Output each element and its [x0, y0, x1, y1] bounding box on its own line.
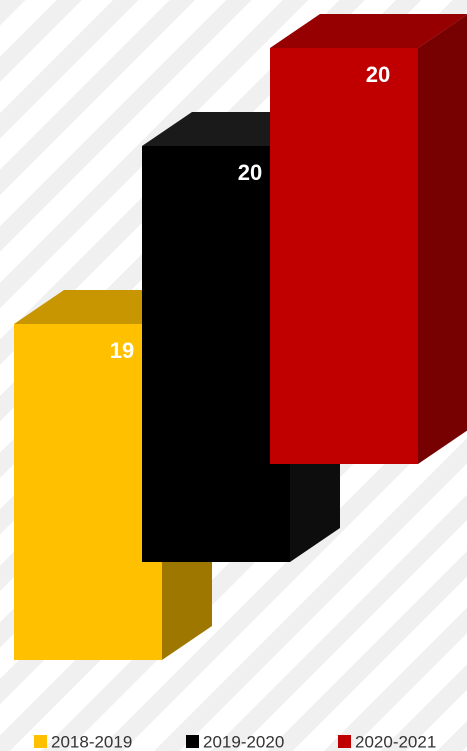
value-label: 19 — [110, 338, 134, 363]
legend-swatch — [186, 735, 199, 748]
value-label: 20 — [238, 160, 262, 185]
bar — [270, 14, 467, 464]
legend-swatch — [34, 735, 47, 748]
legend-label: 2020-2021 — [355, 732, 436, 751]
bar-front — [14, 324, 162, 660]
bar-front — [142, 146, 290, 562]
legend-label: 2018-2019 — [51, 732, 132, 751]
value-label: 20 — [366, 62, 390, 87]
bar-side — [418, 14, 467, 464]
bar-front — [270, 48, 418, 464]
legend-swatch — [338, 735, 351, 748]
bar-top — [270, 14, 467, 48]
legend-label: 2019-2020 — [203, 732, 284, 751]
